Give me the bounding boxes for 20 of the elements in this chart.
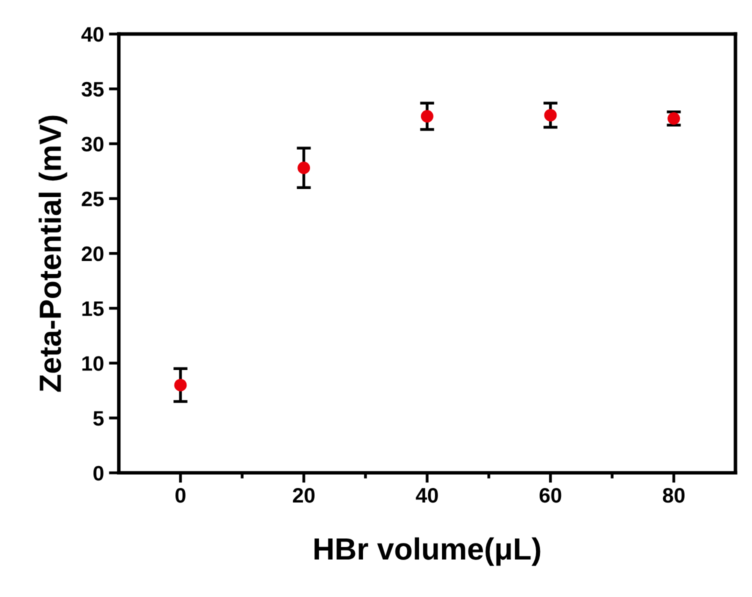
x-axis-title: HBr volume(μL) — [314, 537, 540, 566]
point — [174, 378, 187, 392]
y-tick-label: 35 — [82, 82, 104, 97]
x-tick-label: 40 — [416, 488, 438, 503]
y-tick-label: 40 — [81, 27, 104, 42]
y-tick-label: 25 — [82, 192, 104, 206]
x-tick-label: 20 — [292, 488, 315, 503]
x-tick-label: 0 — [176, 488, 186, 503]
y-tick-label: 10 — [82, 356, 104, 371]
point — [544, 108, 557, 122]
y-axis-title: Zeta-Potential (mV) — [38, 116, 68, 392]
y-tick-label: 20 — [82, 246, 104, 262]
y-tick-label: 15 — [82, 301, 104, 316]
x-tick-label: 80 — [662, 488, 685, 503]
x-tick-label: 60 — [540, 488, 562, 503]
point — [420, 110, 434, 123]
y-tick-label: 0 — [93, 466, 104, 481]
point — [298, 162, 310, 174]
y-tick-label: 5 — [93, 411, 104, 426]
y-tick-label: 30 — [82, 136, 104, 152]
